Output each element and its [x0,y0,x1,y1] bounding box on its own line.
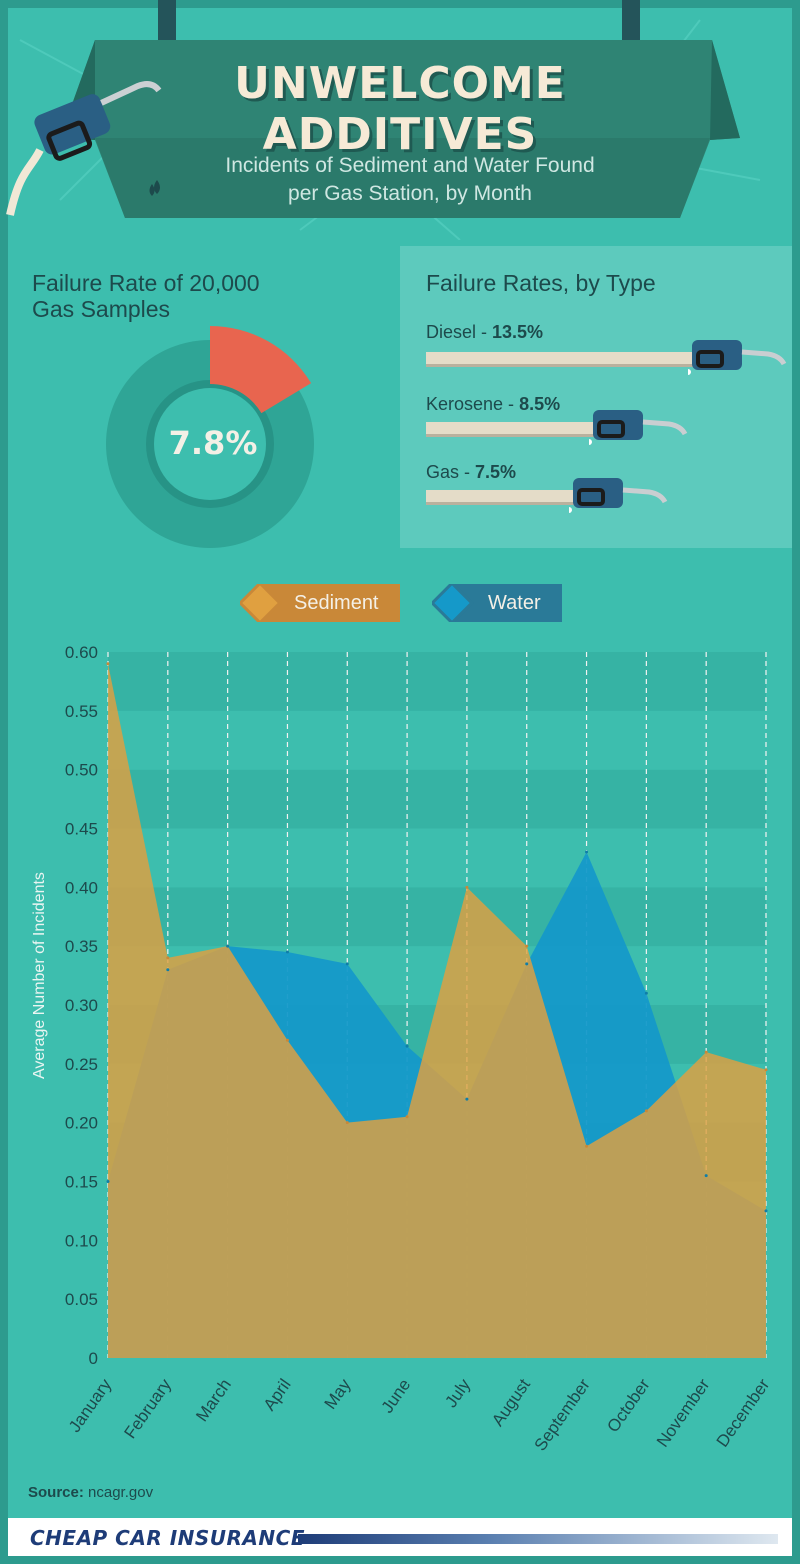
grid-band [108,652,766,711]
grid-band [108,887,766,947]
diesel-value: 13.5% [492,322,544,342]
y-tick-label: 0.30 [65,996,98,1015]
water-point [764,1209,768,1213]
gas-bar [426,490,575,505]
incidents-area-chart: 0 0.05 0.10 0.15 0.20 0.25 0.30 0.35 0.40 0.45 0.5… [65,643,774,1454]
diesel-bar [426,352,694,367]
y-tick-label: 0.10 [65,1231,98,1250]
y-tick-label: 0.35 [65,937,98,956]
fuel-nozzle-icon [569,478,668,513]
sediment-point [405,1115,409,1119]
x-tick-label: March [192,1375,235,1425]
kerosene-bar [426,422,595,437]
sediment-point [585,1144,589,1148]
legend-sediment: Sediment [240,584,400,622]
y-tick-label: 0.60 [65,643,98,662]
banner [6,0,761,240]
sediment-point [465,885,469,889]
sediment-point [704,1050,708,1054]
water-point [226,944,230,948]
y-tick-label: 0.05 [65,1290,98,1309]
sediment-point [106,662,110,666]
source-note: Source: ncagr.gov [28,1484,153,1501]
x-tick-label: April [260,1375,295,1414]
x-tick-label: February [121,1375,176,1442]
failure-rate-heading-line-1: Failure Rate of 20,000 [32,270,260,296]
page-subtitle: Incidents of Sediment and Water Found pe… [190,152,630,208]
y-tick-label: 0 [89,1349,98,1368]
y-tick-label: 0.55 [65,702,98,721]
water-point [704,1174,708,1178]
sediment-point [285,1038,289,1042]
failure-rate-heading: Failure Rate of 20,000 Gas Samples [32,270,332,322]
failure-type-heading: Failure Rates, by Type [426,270,656,296]
sediment-point [525,944,529,948]
kerosene-name: Kerosene - [426,394,520,414]
y-tick-label: 0.15 [65,1173,98,1192]
legend-water: Water [432,584,562,622]
x-tick-label: November [653,1375,714,1450]
fuel-nozzle-icon [688,340,787,375]
sediment-point [345,1121,349,1125]
x-tick-label: May [321,1375,355,1413]
failure-rate-slice [210,326,312,414]
x-tick-label: July [441,1375,474,1411]
kerosene-value: 8.5% [519,394,561,414]
water-point [525,962,529,966]
gas-value: 7.5% [475,462,517,482]
y-tick-label: 0.25 [65,1055,98,1074]
legend-water-label: Water [488,592,541,614]
fuel-nozzle-icon [589,410,688,445]
subtitle-line-2: per Gas Station, by Month [288,182,532,205]
y-tick-label: 0.40 [65,878,98,897]
series-sediment-area [108,663,766,1358]
diesel-label: Diesel - 13.5% [426,322,543,343]
brand-stripe [298,1534,778,1544]
grid-band [108,769,766,829]
page-title: UNWELCOME ADDITIVES [234,58,566,160]
y-axis-title: Average Number of Incidents [31,872,48,1079]
y-tick-label: 0.45 [65,820,98,839]
x-tick-label: October [603,1375,653,1436]
brand-logo: CHEAP CAR INSURANCE [30,1526,305,1550]
x-tick-label: January [65,1375,116,1436]
water-point [285,950,289,954]
water-point [465,1097,469,1101]
x-tick-label: December [713,1375,774,1450]
water-point [345,962,349,966]
legend-sediment-swatch [240,584,400,622]
water-point [405,1044,409,1048]
gas-label: Gas - 7.5% [426,462,516,483]
legend-sediment-label: Sediment [294,592,379,614]
sediment-point [166,956,170,960]
water-point [585,850,589,854]
x-tick-label: June [378,1375,415,1416]
y-tick-label: 0.20 [65,1114,98,1133]
legend-water-swatch [432,584,562,622]
failure-rate-donut [106,326,314,548]
grid-band [108,828,766,888]
gas-name: Gas - [426,462,476,482]
failure-rate-heading-line-2: Gas Samples [32,296,171,322]
water-point [644,991,648,995]
kerosene-label: Kerosene - 8.5% [426,394,560,415]
y-tick-label: 0.50 [65,761,98,780]
diesel-name: Diesel - [426,322,493,342]
failure-rate-value: 7.8% [168,424,258,462]
grid-band [108,710,766,770]
sediment-point [764,1068,768,1072]
source-text: ncagr.gov [83,1484,154,1501]
x-tick-label: August [488,1375,534,1429]
subtitle-line-1: Incidents of Sediment and Water Found [225,154,595,177]
footer: CHEAP CAR INSURANCE [8,1518,792,1556]
sediment-point [644,1109,648,1113]
x-tick-label: September [531,1375,594,1454]
source-label: Source: [28,1484,84,1501]
water-point [106,1180,110,1183]
water-point [166,968,170,972]
